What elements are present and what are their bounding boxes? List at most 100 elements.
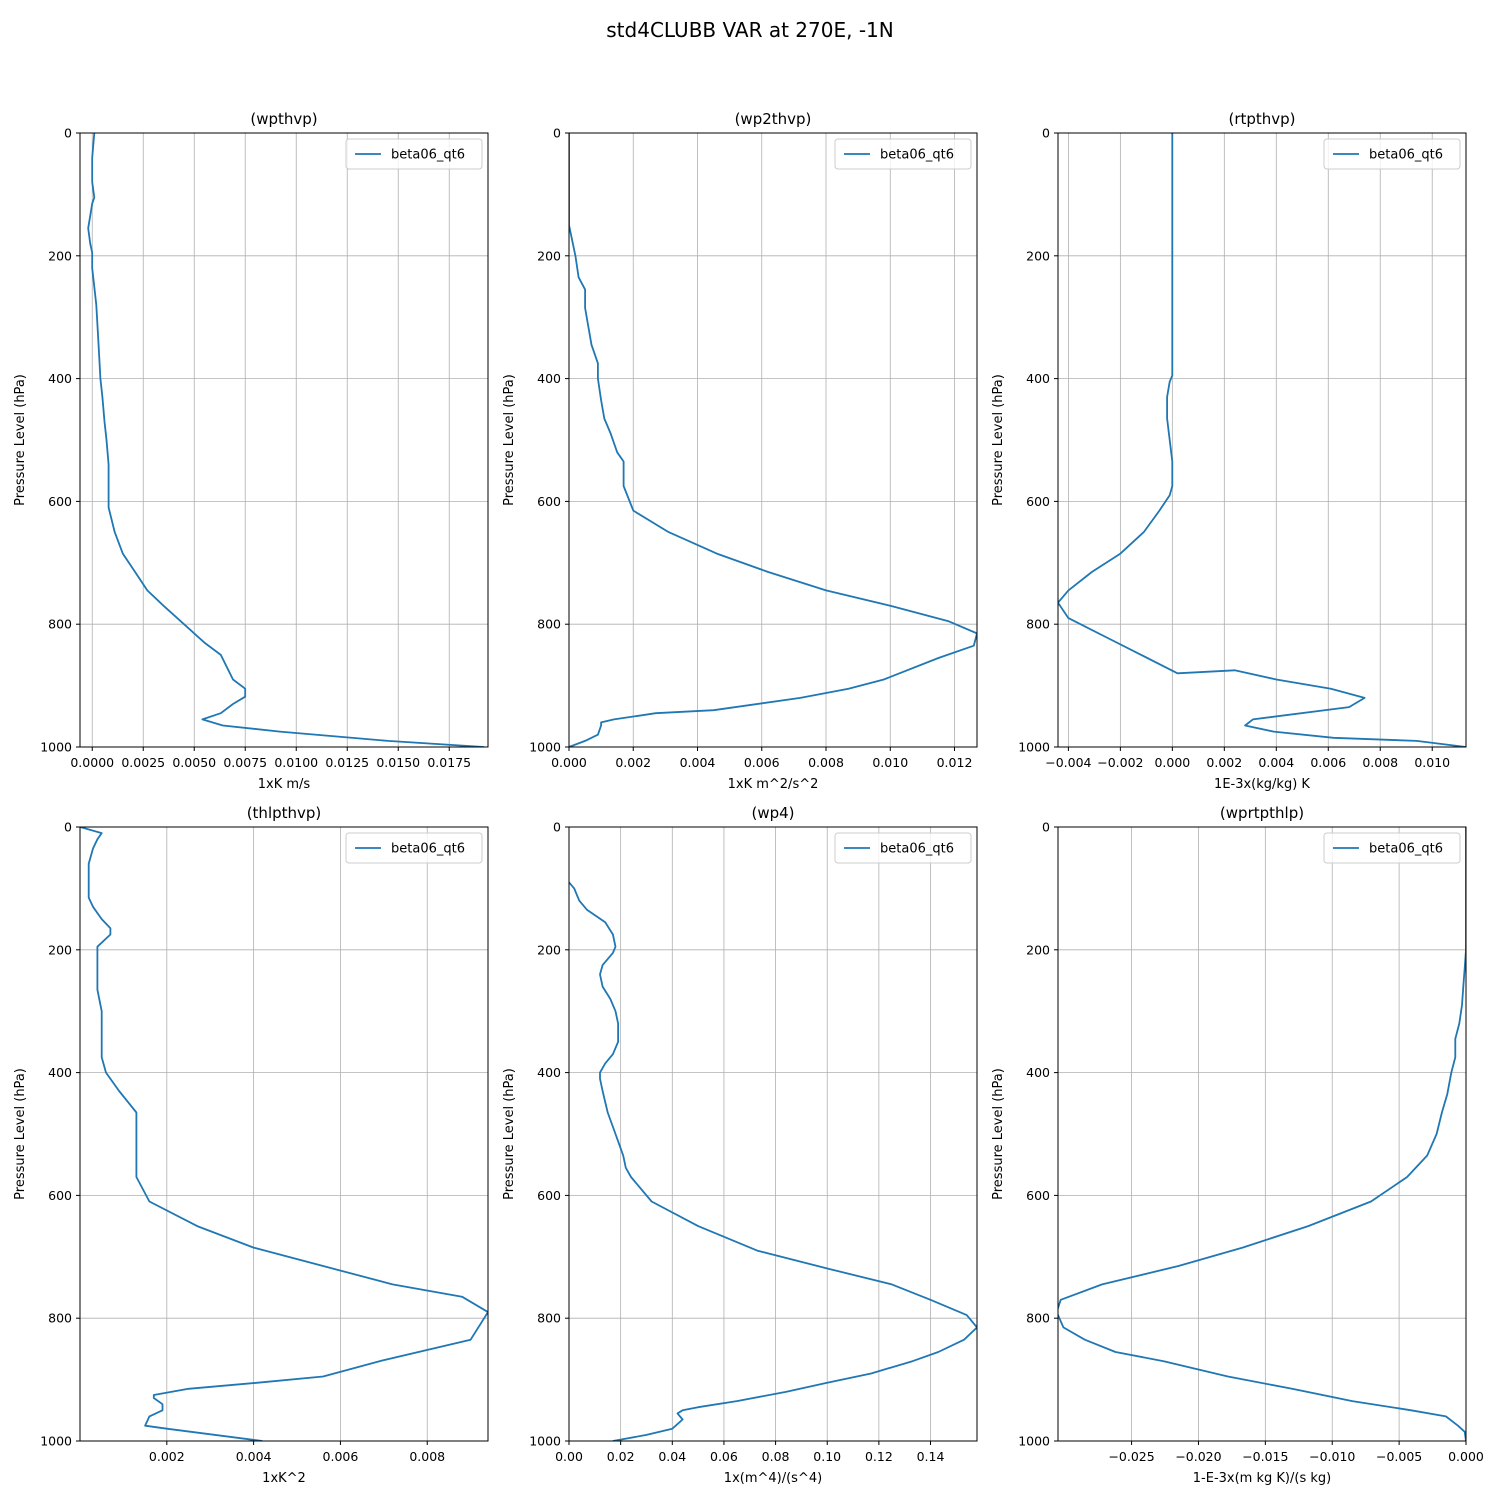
y-tick-label: 0 — [1042, 820, 1050, 835]
y-tick-label: 0 — [553, 820, 561, 835]
legend-box — [834, 138, 972, 170]
y-axis-label: Pressure Level (hPa) — [991, 374, 1006, 506]
subplot-title: (wp2thvp) — [735, 110, 812, 128]
axes-frame — [1057, 826, 1467, 1442]
subplot-5: 0.00 0.02 0.04 0.06 0.08 0.10 0.12 0.14 0 200 400 6… — [502, 804, 978, 1486]
x-tick-label: −0.005 — [1376, 1449, 1422, 1464]
y-tick-label: 200 — [48, 248, 72, 263]
x-tick-label: 0.008 — [409, 1449, 445, 1464]
x-tick-label: 0.008 — [808, 755, 844, 770]
y-tick-label: 800 — [1026, 1311, 1050, 1326]
x-tick-label: 0.04 — [658, 1449, 686, 1464]
x-tick-label: 0.0025 — [121, 755, 165, 770]
y-axis-label: Pressure Level (hPa) — [502, 1068, 517, 1200]
x-tick-label: 0.010 — [872, 755, 908, 770]
legend: beta06_qt6 — [1323, 832, 1461, 864]
subplot-4: 0.002 0.004 0.006 0.008 0 200 400 600 800 1000 (th… — [13, 804, 489, 1486]
x-tick-label: 0.0125 — [325, 755, 369, 770]
legend: beta06_qt6 — [345, 832, 483, 864]
y-tick-label: 1000 — [1018, 740, 1050, 755]
x-tick-label: 0.006 — [744, 755, 780, 770]
y-tick-label: 800 — [537, 1311, 561, 1326]
x-tick-label: 0.02 — [607, 1449, 635, 1464]
x-axis-label: 1xK m/s — [258, 777, 311, 792]
legend-box — [345, 832, 483, 864]
legend-label: beta06_qt6 — [391, 842, 465, 857]
y-tick-label: 600 — [537, 1188, 561, 1203]
series-line-1 — [87, 133, 484, 747]
subplot-title: (wpthvp) — [250, 110, 317, 128]
x-tick-label: 0.002 — [149, 1449, 185, 1464]
y-tick-label: 800 — [48, 1311, 72, 1326]
axes-frame — [568, 826, 978, 1442]
y-tick-label: 400 — [1026, 1065, 1050, 1080]
x-axis-label: 1E-3x(kg/kg) K — [1214, 777, 1310, 792]
y-tick-label: 600 — [48, 494, 72, 509]
subplot-title: (wprtpthlp) — [1220, 804, 1304, 822]
legend-box — [345, 138, 483, 170]
y-tick-label: 400 — [48, 371, 72, 386]
legend-label: beta06_qt6 — [391, 148, 465, 163]
x-tick-label: 0.008 — [1362, 755, 1398, 770]
y-axis-label: Pressure Level (hPa) — [13, 1068, 28, 1200]
y-tick-label: 0 — [1042, 126, 1050, 141]
x-tick-label: 0.0050 — [172, 755, 216, 770]
legend-label: beta06_qt6 — [880, 148, 954, 163]
x-tick-label: 0.14 — [917, 1449, 945, 1464]
legend-label: beta06_qt6 — [880, 842, 954, 857]
x-tick-label: 0.004 — [680, 755, 716, 770]
legend: beta06_qt6 — [345, 138, 483, 170]
x-tick-label: −0.010 — [1309, 1449, 1355, 1464]
subplot-6: −0.025 −0.020 −0.015 −0.010 −0.005 0.000 0 200 4… — [991, 804, 1484, 1486]
y-axis-label: Pressure Level (hPa) — [991, 1068, 1006, 1200]
y-tick-label: 200 — [1026, 942, 1050, 957]
y-tick-label: 800 — [1026, 617, 1050, 632]
subplot-grid: 0.0000 0.0025 0.0050 0.0075 0.0100 0.0125 0.01… — [13, 110, 1484, 1486]
legend: beta06_qt6 — [834, 138, 972, 170]
legend: beta06_qt6 — [834, 832, 972, 864]
y-tick-label: 800 — [537, 617, 561, 632]
axes-frame — [1057, 132, 1467, 748]
y-tick-label: 200 — [537, 248, 561, 263]
x-tick-label: 0.0175 — [427, 755, 471, 770]
axes-frame — [79, 826, 489, 1442]
x-tick-label: 0.002 — [615, 755, 651, 770]
y-tick-label: 400 — [537, 371, 561, 386]
series-line-1 — [569, 133, 977, 747]
x-tick-label: 0.000 — [1154, 755, 1190, 770]
x-tick-label: 0.06 — [710, 1449, 738, 1464]
axes-frame — [568, 132, 978, 748]
x-tick-label: 0.10 — [813, 1449, 841, 1464]
x-tick-label: 0.0150 — [376, 755, 420, 770]
x-axis-label: 1xK m^2/s^2 — [728, 777, 819, 792]
y-axis-label: Pressure Level (hPa) — [502, 374, 517, 506]
y-tick-label: 600 — [537, 494, 561, 509]
y-tick-label: 400 — [537, 1065, 561, 1080]
legend-label: beta06_qt6 — [1369, 842, 1443, 857]
x-tick-label: −0.004 — [1045, 755, 1091, 770]
x-tick-label: 0.012 — [937, 755, 973, 770]
y-axis-label: Pressure Level (hPa) — [13, 374, 28, 506]
series-line-1 — [1058, 827, 1466, 1441]
series-line-1 — [1058, 133, 1466, 747]
x-tick-label: 0.006 — [323, 1449, 359, 1464]
x-tick-label: 0.12 — [865, 1449, 893, 1464]
subplot-3: −0.004 −0.002 0.000 0.002 0.004 0.006 0.008 0.0… — [991, 110, 1467, 792]
y-tick-label: 400 — [1026, 371, 1050, 386]
x-tick-label: −0.025 — [1108, 1449, 1154, 1464]
subplot-title: (thlpthvp) — [247, 804, 322, 822]
y-tick-label: 1000 — [529, 740, 561, 755]
y-tick-label: 1000 — [40, 740, 72, 755]
y-tick-label: 600 — [1026, 1188, 1050, 1203]
subplot-title: (wp4) — [751, 804, 794, 822]
x-tick-label: 0.000 — [1448, 1449, 1484, 1464]
x-tick-label: 0.000 — [551, 755, 587, 770]
y-tick-label: 800 — [48, 617, 72, 632]
subplot-title: (rtpthvp) — [1228, 110, 1295, 128]
subplot-1: 0.0000 0.0025 0.0050 0.0075 0.0100 0.0125 0.01… — [13, 110, 489, 792]
x-tick-label: 0.0075 — [223, 755, 267, 770]
figure-suptitle: std4CLUBB VAR at 270E, -1N — [606, 18, 893, 42]
x-tick-label: 0.0100 — [274, 755, 318, 770]
legend-box — [1323, 832, 1461, 864]
